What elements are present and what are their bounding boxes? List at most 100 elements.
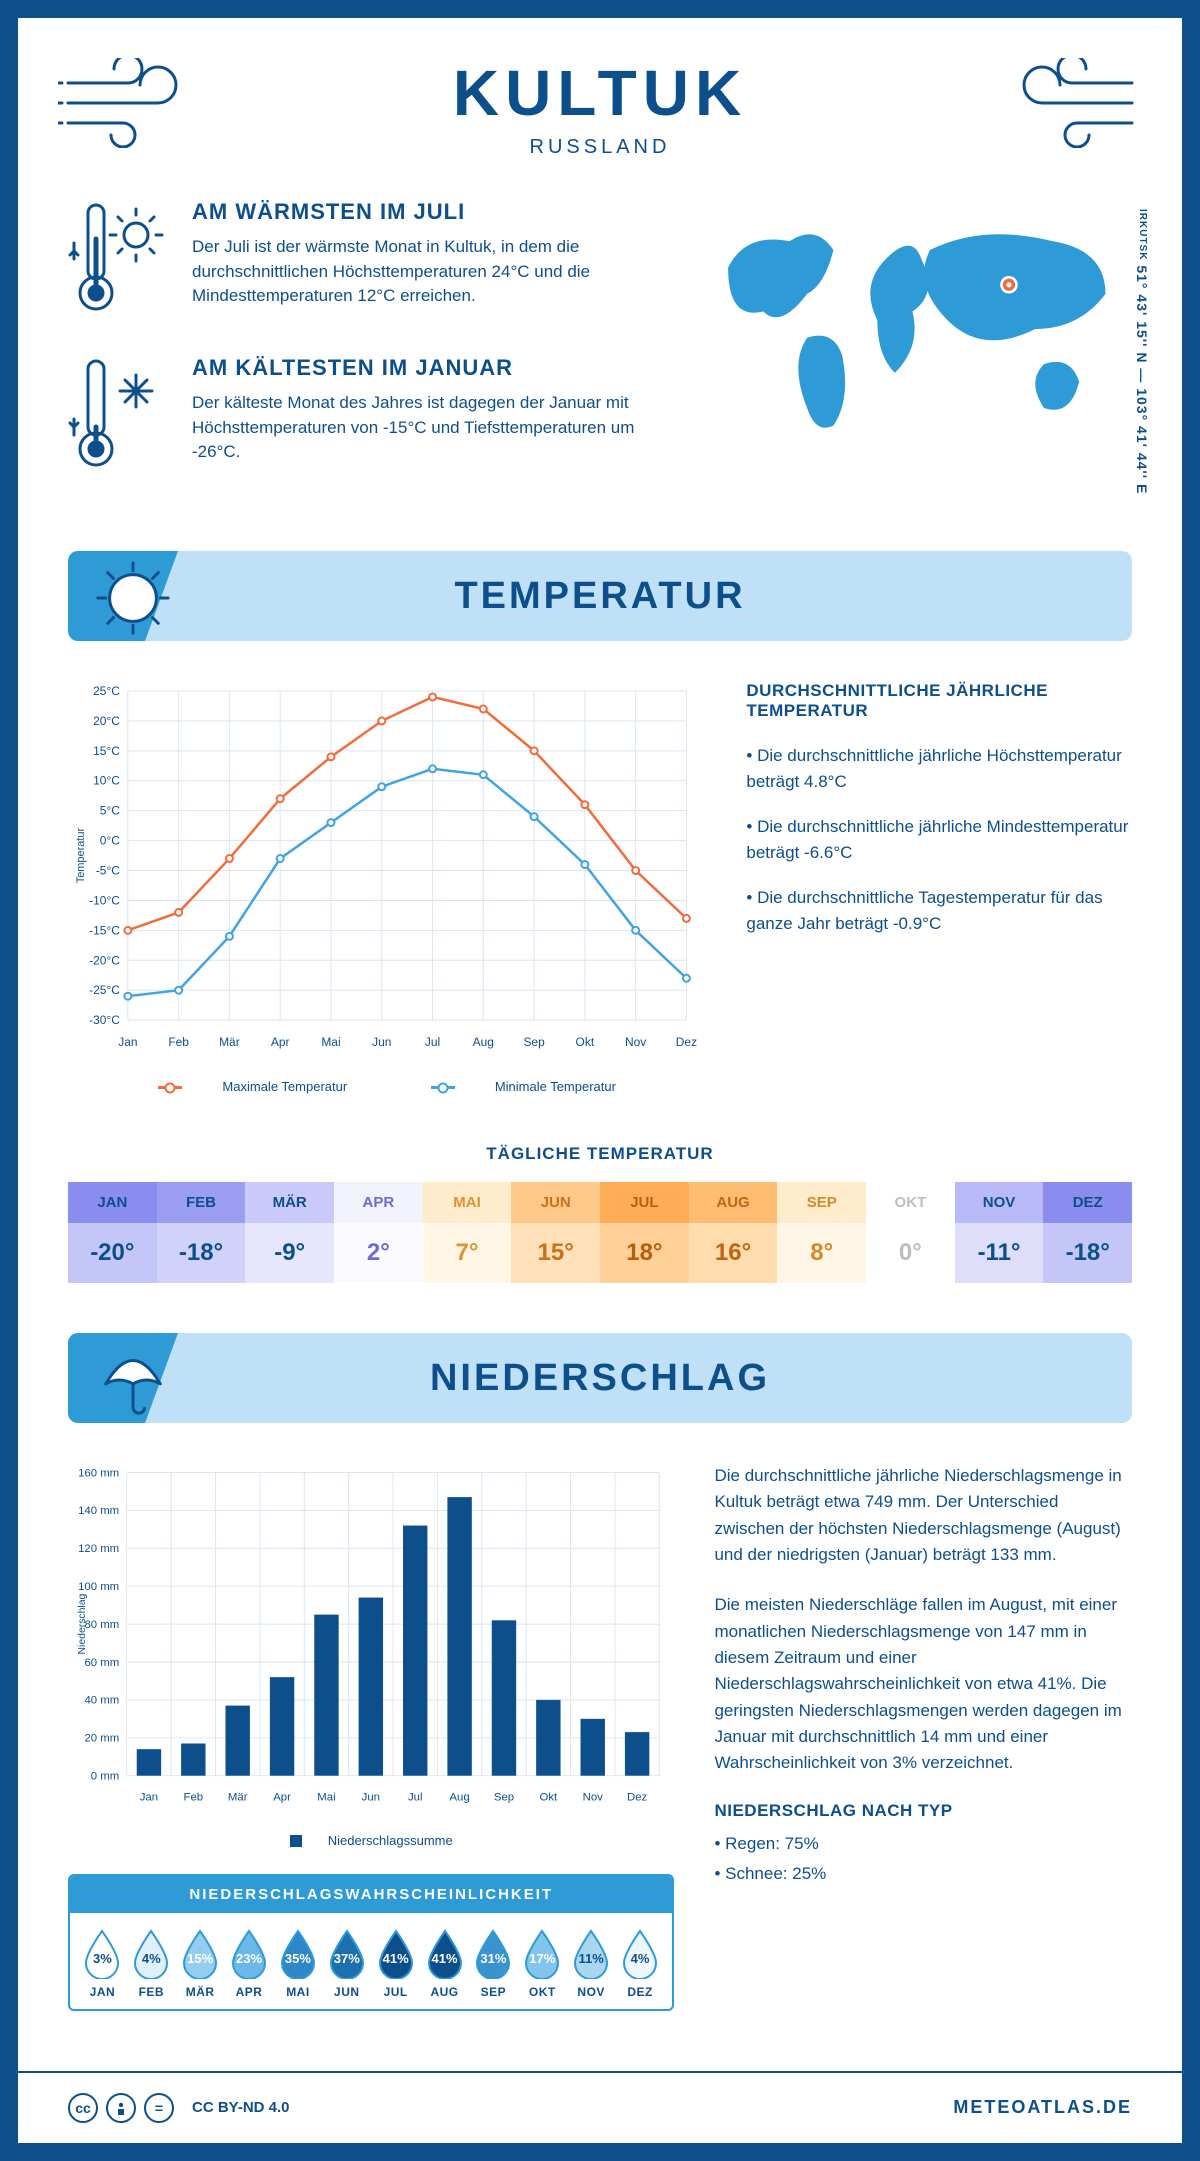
svg-text:Nov: Nov: [583, 1791, 604, 1803]
coordinates-label: IRKUTSK 51° 43' 15'' N — 103° 41' 44'' E: [1134, 209, 1150, 494]
intro-row: AM WÄRMSTEN IM JULI Der Juli ist der wär…: [18, 189, 1182, 551]
daily-cell: OKT 0°: [866, 1182, 955, 1283]
temp-legend: Maximale Temperatur Minimale Temperatur: [68, 1079, 706, 1094]
svg-text:20°C: 20°C: [93, 714, 120, 728]
temp-summary-title: DURCHSCHNITTLICHE JÄHRLICHE TEMPERATUR: [746, 681, 1132, 721]
fact-coldest: AM KÄLTESTEN IM JANUAR Der kälteste Mona…: [68, 355, 653, 475]
fact-cold-title: AM KÄLTESTEN IM JANUAR: [192, 355, 653, 381]
prob-cell: 31% SEP: [469, 1929, 518, 1999]
daily-cell: JUN 15°: [511, 1182, 600, 1283]
site-name: METEOATLAS.DE: [953, 2097, 1132, 2118]
sun-icon: [94, 559, 172, 637]
legend-min: Minimale Temperatur: [495, 1079, 616, 1094]
daily-cell: JUL 18°: [600, 1182, 689, 1283]
svg-text:Mär: Mär: [219, 1035, 240, 1049]
svg-text:Feb: Feb: [184, 1791, 204, 1803]
world-map-icon: [693, 199, 1132, 459]
raindrop-icon: 4%: [620, 1929, 660, 1979]
raindrop-icon: 15%: [180, 1929, 220, 1979]
precip-para-2: Die meisten Niederschläge fallen im Augu…: [714, 1592, 1132, 1776]
svg-text:Temperatur: Temperatur: [75, 827, 87, 883]
raindrop-icon: 41%: [376, 1929, 416, 1979]
thermometer-sun-icon: [68, 199, 168, 319]
region-abbrev: IRKUTSK: [1137, 209, 1148, 260]
raindrop-icon: 23%: [229, 1929, 269, 1979]
precip-body: 0 mm20 mm40 mm60 mm80 mm100 mm120 mm140 …: [18, 1423, 1182, 2041]
prob-cell: 4% FEB: [127, 1929, 176, 1999]
prob-cell: 23% APR: [225, 1929, 274, 1999]
svg-text:Aug: Aug: [449, 1791, 469, 1803]
section-title-precip: NIEDERSCHLAG: [68, 1357, 1132, 1400]
prob-cell: 17% OKT: [518, 1929, 567, 1999]
svg-text:-25°C: -25°C: [89, 983, 120, 997]
precip-prob-row: 3% JAN 4% FEB 15% MÄR 23%: [70, 1913, 672, 2009]
svg-text:40 mm: 40 mm: [84, 1695, 119, 1707]
fact-warm-text: AM WÄRMSTEN IM JULI Der Juli ist der wär…: [192, 199, 653, 319]
daily-cell: APR 2°: [334, 1182, 423, 1283]
prob-cell: 35% MAI: [274, 1929, 323, 1999]
svg-text:Jul: Jul: [408, 1791, 423, 1803]
temp-bullet-3: • Die durchschnittliche Tagestemperatur …: [746, 885, 1132, 936]
svg-text:140 mm: 140 mm: [78, 1505, 119, 1517]
svg-text:Mai: Mai: [321, 1035, 340, 1049]
cc-icon: cc: [68, 2093, 98, 2123]
license-text: CC BY-ND 4.0: [192, 2099, 290, 2116]
intro-facts: AM WÄRMSTEN IM JULI Der Juli ist der wär…: [68, 199, 653, 511]
svg-text:Okt: Okt: [540, 1791, 559, 1803]
temp-bullet-1: • Die durchschnittliche jährliche Höchst…: [746, 743, 1132, 794]
nd-icon: =: [144, 2093, 174, 2123]
svg-text:Mär: Mär: [228, 1791, 248, 1803]
precip-prob-title: NIEDERSCHLAGSWAHRSCHEINLICHKEIT: [70, 1876, 672, 1913]
by-icon: [106, 2093, 136, 2123]
raindrop-icon: 3%: [82, 1929, 122, 1979]
fact-warm-title: AM WÄRMSTEN IM JULI: [192, 199, 653, 225]
section-bar-precip: NIEDERSCHLAG: [68, 1333, 1132, 1423]
legend-max: Maximale Temperatur: [222, 1079, 347, 1094]
license-block: cc = CC BY-ND 4.0: [68, 2093, 290, 2123]
precip-bytype-title: NIEDERSCHLAG NACH TYP: [714, 1801, 1132, 1821]
svg-text:Apr: Apr: [273, 1791, 291, 1803]
precip-text: Die durchschnittliche jährliche Niedersc…: [714, 1463, 1132, 2011]
daily-cell: AUG 16°: [689, 1182, 778, 1283]
prob-cell: 11% NOV: [567, 1929, 616, 1999]
daily-cell: MAI 7°: [423, 1182, 512, 1283]
raindrop-icon: 4%: [131, 1929, 171, 1979]
daily-cell: MÄR -9°: [245, 1182, 334, 1283]
svg-text:Jun: Jun: [372, 1035, 391, 1049]
umbrella-icon: [94, 1341, 172, 1419]
wind-icon: [58, 58, 208, 148]
daily-temp-table: JAN -20°FEB -18°MÄR -9°APR 2°MAI 7°JUN 1…: [68, 1182, 1132, 1283]
svg-text:0°C: 0°C: [100, 834, 120, 848]
precip-left: 0 mm20 mm40 mm60 mm80 mm100 mm120 mm140 …: [68, 1463, 674, 2011]
svg-text:Jan: Jan: [118, 1035, 137, 1049]
raindrop-icon: 37%: [327, 1929, 367, 1979]
svg-text:Sep: Sep: [523, 1035, 545, 1049]
svg-text:15°C: 15°C: [93, 744, 120, 758]
section-title-temp: TEMPERATUR: [68, 575, 1132, 618]
svg-text:Dez: Dez: [676, 1035, 697, 1049]
daily-cell: FEB -18°: [157, 1182, 246, 1283]
svg-text:10°C: 10°C: [93, 774, 120, 788]
precip-chart: 0 mm20 mm40 mm60 mm80 mm100 mm120 mm140 …: [68, 1463, 674, 1814]
precip-bytype-rain: • Regen: 75%: [714, 1831, 1132, 1857]
svg-text:Jul: Jul: [425, 1035, 440, 1049]
svg-text:Niederschlag: Niederschlag: [77, 1594, 88, 1655]
thermometer-snow-icon: [68, 355, 168, 475]
svg-text:Jan: Jan: [140, 1791, 158, 1803]
temperature-body: -30°C-25°C-20°C-15°C-10°C-5°C0°C5°C10°C1…: [18, 641, 1182, 1124]
wind-icon: [992, 58, 1142, 148]
svg-text:Feb: Feb: [168, 1035, 189, 1049]
temp-bullet-2: • Die durchschnittliche jährliche Mindes…: [746, 814, 1132, 865]
svg-text:-5°C: -5°C: [96, 864, 120, 878]
daily-cell: SEP 8°: [777, 1182, 866, 1283]
header: KULTUK RUSSLAND: [18, 18, 1182, 189]
raindrop-icon: 11%: [571, 1929, 611, 1979]
raindrop-icon: 41%: [425, 1929, 465, 1979]
svg-text:5°C: 5°C: [100, 804, 120, 818]
daily-cell: NOV -11°: [955, 1182, 1044, 1283]
svg-text:-15°C: -15°C: [89, 923, 120, 937]
raindrop-icon: 17%: [522, 1929, 562, 1979]
prob-cell: 37% JUN: [322, 1929, 371, 1999]
svg-text:80 mm: 80 mm: [84, 1619, 119, 1631]
raindrop-icon: 35%: [278, 1929, 318, 1979]
